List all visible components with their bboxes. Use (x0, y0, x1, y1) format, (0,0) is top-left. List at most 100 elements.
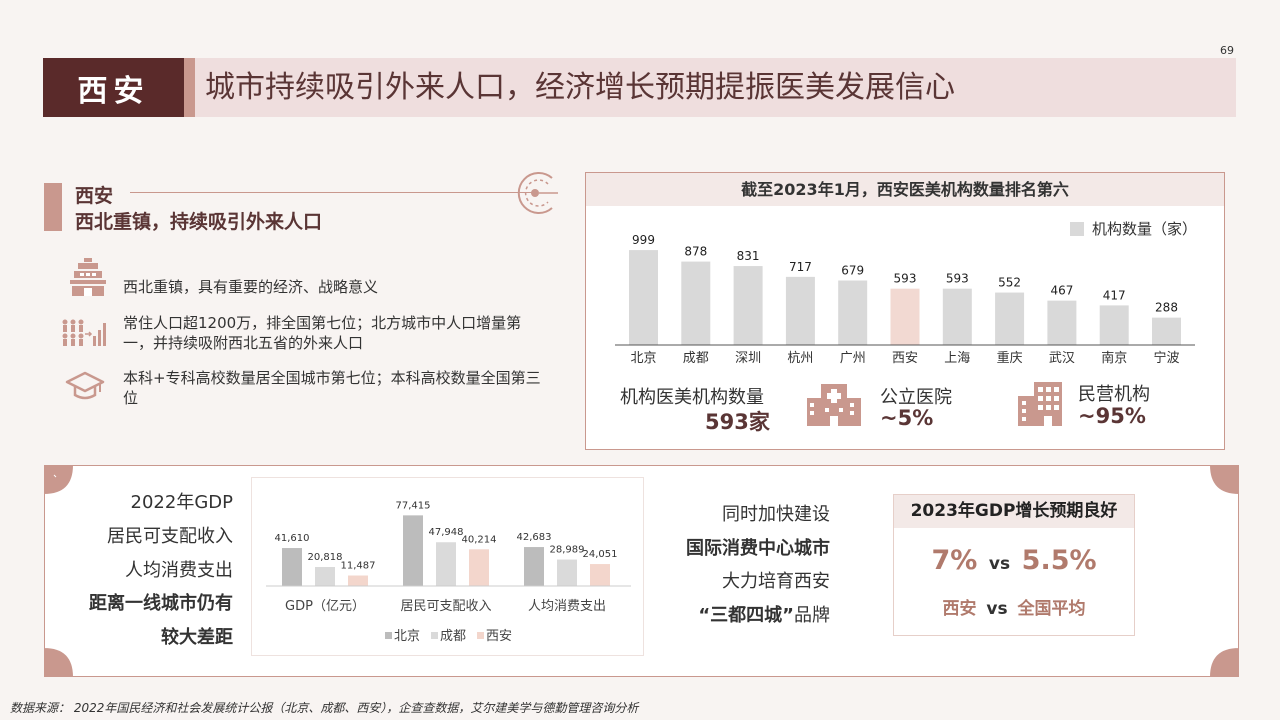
section-title-subtitle: 西北重镇，持续吸引外来人口 (75, 211, 323, 233)
category-label: 重庆 (997, 350, 1023, 366)
bar-武汉 (1047, 300, 1077, 345)
bar-重庆 (995, 292, 1025, 345)
bullet-text-universities: 本科+专科高校数量居全国城市第七位；本科高校数量全国第三位 (123, 369, 541, 407)
bar-西安-2 (590, 564, 610, 586)
category-label: 人均消费支出 (528, 599, 606, 614)
category-label: 居民可支配收入 (400, 599, 491, 614)
bullet-text-population: 常住人口超1200万，排全国第七位；北方城市中人口增量第一，并持续吸附西北五省的… (123, 314, 522, 352)
bar-value-label: 20,818 (308, 552, 343, 563)
bar-value-label: 288 (1155, 301, 1178, 315)
mid-text-line-3: 大力培育西安 (722, 571, 830, 592)
institution-bar-chart: 机构数量（家） 999 北京 878 成都 831 深圳 717 杭州 679 广州 593 西安 593… (615, 220, 1197, 366)
gdp-national-label: 全国平均 (1017, 599, 1086, 619)
mid-text-line-1: 同时加快建设 (722, 504, 830, 525)
gdp-xian-label: 西安 (942, 599, 977, 619)
bar-成都-0 (315, 567, 335, 586)
public-hospital-label: 公立医院 (880, 387, 952, 408)
bar-value-label: 999 (632, 233, 655, 247)
gdp-title-bg (894, 495, 1134, 528)
bar-value-label: 593 (894, 272, 917, 286)
private-institution-label: 民营机构 (1078, 384, 1150, 405)
legend-label: 西安 (486, 629, 512, 644)
page-title: 城市持续吸引外来人口，经济增长预期提振医美发展信心 (205, 70, 955, 105)
category-label: 武汉 (1049, 351, 1075, 366)
data-source-footer: 数据来源： 2022年国民经济和社会发展统计公报（北京、成都、西安），企查查数据… (10, 701, 639, 715)
private-building-icon (1018, 382, 1062, 426)
page-number: 69 (1220, 44, 1234, 57)
bar-北京-0 (282, 548, 302, 586)
legend-label: 成都 (440, 629, 466, 644)
hospital-icon (807, 384, 861, 426)
graduation-cap-icon (65, 371, 105, 400)
bar-value-label: 77,415 (396, 500, 431, 511)
bar-value-label: 878 (684, 245, 707, 259)
mid-text-line-2: 国际消费中心城市 (686, 538, 830, 559)
category-label: GDP（亿元） (285, 599, 365, 614)
bar-上海 (942, 288, 972, 345)
bar-成都-1 (436, 542, 456, 586)
bar-北京 (629, 250, 658, 345)
category-label: 成都 (683, 351, 709, 366)
category-label: 深圳 (735, 351, 761, 366)
legend-swatch (1070, 222, 1084, 236)
section-divider (130, 192, 536, 193)
bottom-left-line-income: 居民可支配收入 (107, 526, 233, 547)
bar-广州 (838, 280, 868, 345)
legend-swatch-北京 (385, 632, 392, 639)
bar-西安-0 (348, 575, 368, 586)
bar-value-label: 552 (998, 276, 1021, 290)
header-band: 西安 城市持续吸引外来人口，经济增长预期提振医美发展信心 (43, 58, 1236, 117)
bottom-left-line-gdp: 2022年GDP (130, 492, 233, 513)
bar-宁波 (1152, 317, 1181, 345)
legend-swatch-成都 (431, 632, 438, 639)
institution-chart-title-bg (586, 173, 1224, 206)
header-city-label: 西安 (43, 58, 184, 117)
bullet-text-strategic: 西北重镇，具有重要的经济、战略意义 (123, 278, 379, 296)
bar-value-label: 831 (737, 249, 760, 263)
mid-text-brand: “三都四城” (698, 605, 794, 626)
mid-text-line-4: “三都四城”品牌 (660, 601, 830, 627)
bar-value-label: 11,487 (341, 561, 376, 572)
public-hospital-value: ~5% (880, 406, 934, 430)
category-label: 杭州 (787, 351, 813, 366)
total-institution-value: 593家 (705, 410, 770, 434)
target-deco-icon (517, 172, 558, 214)
gdp-vs-label-2: vs (986, 599, 1008, 619)
category-label: 广州 (840, 351, 866, 366)
population-growth-icon (62, 319, 106, 346)
gdp-growth-title: 2023年GDP增长预期良好 (910, 501, 1118, 521)
gdp-compare-row: 7% vs 5.5% (894, 545, 1134, 576)
bar-杭州 (785, 276, 815, 345)
category-label: 南京 (1101, 350, 1127, 366)
private-institution-value: ~95% (1078, 404, 1146, 428)
legend-label: 北京 (394, 629, 420, 644)
bar-value-label: 593 (946, 272, 969, 286)
bar-value-label: 40,214 (462, 534, 497, 545)
bar-北京-1 (403, 515, 423, 586)
bar-value-label: 28,989 (550, 545, 585, 556)
bar-value-label: 679 (841, 263, 864, 277)
gdp-national-value: 5.5% (1021, 545, 1097, 576)
category-label: 宁波 (1153, 350, 1179, 366)
category-label: 上海 (944, 351, 970, 366)
bar-成都-2 (557, 559, 577, 586)
header-stripe (184, 58, 195, 117)
bar-北京-2 (524, 547, 544, 586)
bar-value-label: 717 (789, 260, 812, 274)
section-accent-bar (44, 183, 62, 231)
legend-swatch-西安 (477, 632, 484, 639)
bar-value-label: 47,948 (429, 527, 464, 538)
bar-西安-1 (469, 549, 489, 586)
bar-深圳 (733, 266, 763, 345)
bar-value-label: 467 (1050, 284, 1073, 298)
total-institution-label: 机构医美机构数量 (620, 387, 764, 408)
bar-南京 (1099, 305, 1129, 345)
bar-西安 (890, 288, 920, 345)
category-label: 北京 (630, 351, 656, 366)
bar-成都 (681, 261, 711, 345)
pagoda-icon (70, 258, 106, 296)
gdp-growth-box: 2023年GDP增长预期良好 7% vs 5.5% 西安 vs 全国平均 (893, 494, 1135, 636)
category-label: 西安 (892, 351, 918, 366)
bar-value-label: 417 (1103, 288, 1126, 302)
